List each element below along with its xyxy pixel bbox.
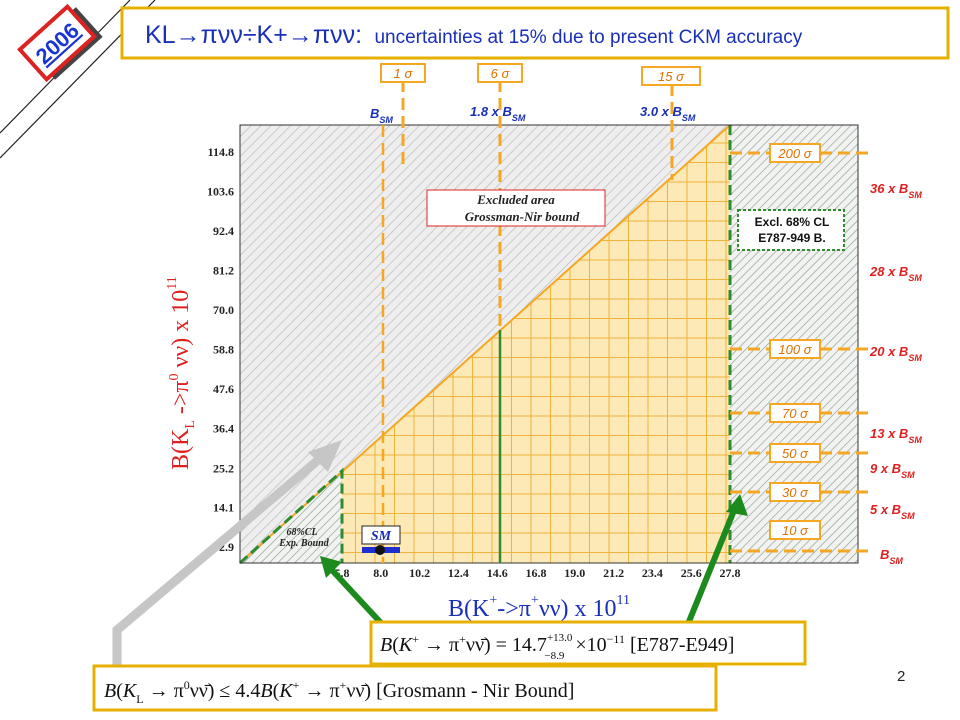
excluded-area-label: Excluded area Grossman-Nir bound [426,189,606,227]
e787-text-2: E787-949 B. [758,231,825,245]
y-tick-label: 70.0 [213,303,234,317]
h-sigma-text: 50 σ [782,446,809,461]
grossman-nir-formula-text: B(KL → π0νν̄) ≤ 4.4B(K+ → π+νν̄) [Grosma… [104,678,574,706]
green-arrow-right-head [726,494,748,516]
year-badge: 2006 [17,3,103,83]
y-tick-label: 114.8 [208,145,234,159]
h-sigma-box [769,482,821,502]
y-tick-label: 25.2 [213,461,234,475]
h-sigma-text: 70 σ [782,406,809,421]
x-tick-label: 14.6 [487,566,508,580]
green-arrow-left [327,565,385,627]
sigma-box-15-text: 15 σ [658,69,685,84]
y-tick-label: 47.6 [213,382,234,396]
h-sigma-text: 10 σ [782,523,809,538]
h-line-label: 20 x BSM [869,344,922,363]
y-tick-label: 81.2 [213,264,234,278]
sigma-box-1-text: 1 σ [394,66,414,81]
x-tick-label: 16.8 [526,566,547,580]
h-line-label: 13 x BSM [870,426,922,445]
y-tick-label: 36.4 [213,422,234,436]
slide-title: KL→πνν÷K+→πνν: uncertainties at 15% due … [145,21,803,49]
measurement-formula: B(K+ → π+νν̄) = 14.7+13.0 −8.9 ×10−11 [E7… [369,620,807,666]
h-line-label: 36 x BSM [870,181,922,200]
y-axis-title: B(KL ->π0 νν) x 1011 [165,276,198,470]
sigma-box-6-text: 6 σ [491,66,511,81]
y-tick-label: 92.4 [213,224,234,238]
gray-arrow-head [308,440,342,472]
title-rest: uncertainties at 15% due to present CKM … [374,27,802,48]
e787-label: Excl. 68% CL E787-949 B. [737,209,845,251]
e787-text-1: Excl. 68% CL [755,215,830,229]
exp-bound-text-1: 68%CL [286,527,317,538]
plot-frame [239,124,859,564]
h-sigma-text: 100 σ [778,342,812,357]
y-tick-label: 58.8 [213,343,234,357]
h-sigma-box [769,520,821,540]
sm-marker: SM [361,525,401,555]
sm-label: SM [371,529,392,544]
exp-bound-boundary [238,467,344,565]
sigma-box-15: 15 σ [641,66,701,86]
exp-bound-text-2: Exp. Bound [278,538,329,549]
green-arrow-right [685,506,738,626]
gray-arrow-shaft [112,446,333,665]
h-line-label: 9 x BSM [870,461,915,480]
3bsm-top-label: 3.0 x BSM [640,104,696,123]
h-sigma-box [769,443,821,463]
bsm-top-label: BSM [370,106,393,125]
x-tick-label: 27.8 [720,566,741,580]
green-arrow-left-head [320,556,342,578]
title-particles: KL→πνν÷K+→πνν: [145,21,362,49]
chart: 2.914.125.236.447.658.870.081.292.4103.6… [165,63,922,622]
h-sigma-text: 200 σ [777,146,812,161]
y-tick-labels: 2.914.125.236.447.658.870.081.292.4103.6… [207,145,234,554]
x-axis-title: B(K+->π+νν) x 1011 [448,593,630,622]
x-tick-labels: 5.8 8.0 10.2 12.4 14.6 16.8 19.0 21.2 23.4 25.6 27… [335,566,741,580]
h-sigma-box [769,339,821,359]
x-tick-label: 10.2 [409,566,430,580]
y-tick-label: 103.6 [207,185,234,199]
x-tick-label: 23.4 [642,566,663,580]
h-line-label: 28 x BSM [869,264,922,283]
x-tick-label: 25.6 [681,566,702,580]
h-sigma-box [769,143,821,163]
x-tick-label: 21.2 [603,566,624,580]
y-tick-label: 14.1 [213,500,234,514]
h-line-label: 5 x BSM [870,502,915,521]
sigma-box-6: 6 σ [477,63,523,83]
grossman-nir-formula: B(KL → π0νν̄) ≤ 4.4B(K+ → π+νν̄) [Grosma… [92,664,718,712]
h-sigma-text: 30 σ [782,485,809,500]
x-tick-label: 19.0 [564,566,585,580]
sm-point [375,545,385,555]
horizontal-reference-lines: 10 σ BSM 30 σ 5 x BSM 50 σ 9 x BSM 70 σ 13 x BS… [730,143,922,566]
page-number: 2 [897,668,905,685]
title-box [120,6,950,60]
excluded-area-text-1: Excluded area [476,192,555,207]
1.8bsm-top-label: 1.8 x BSM [470,104,526,123]
sigma-box-1: 1 σ [380,63,426,83]
x-tick-label: 12.4 [448,566,469,580]
x-tick-label: 8.0 [373,566,388,580]
excluded-area-text-2: Grossman-Nir bound [465,209,580,224]
h-line-label: BSM [880,547,903,566]
h-sigma-box [769,403,821,423]
